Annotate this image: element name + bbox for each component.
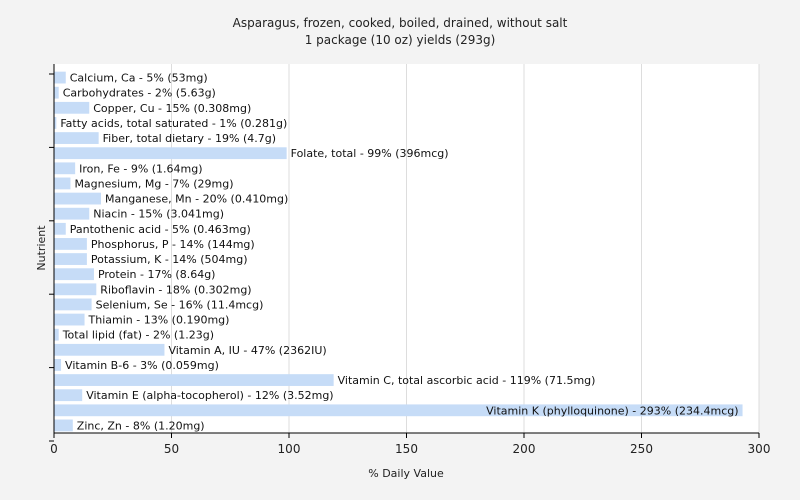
bar-label: Potassium, K - 14% (504mg) xyxy=(91,253,248,266)
chart-title: Asparagus, frozen, cooked, boiled, drain… xyxy=(233,16,568,30)
bar xyxy=(54,238,87,250)
bar xyxy=(54,71,66,84)
bar-label: Carbohydrates - 2% (5.63g) xyxy=(63,87,216,100)
x-tick-label: 50 xyxy=(164,442,179,456)
x-tick-label: 200 xyxy=(513,442,536,456)
bar xyxy=(54,328,59,341)
bar xyxy=(54,343,165,356)
bar-label: Zinc, Zn - 8% (1.20mg) xyxy=(77,419,205,432)
x-axis-label: % Daily Value xyxy=(368,467,444,480)
bar-label: Vitamin K (phylloquinone) - 293% (234.4m… xyxy=(486,404,738,417)
x-tick-label: 100 xyxy=(278,442,301,456)
bar xyxy=(54,389,83,402)
bar xyxy=(54,374,334,386)
bar-label: Thiamin - 13% (0.190mg) xyxy=(88,314,230,327)
bar-label: Niacin - 15% (3.041mg) xyxy=(93,208,224,221)
bar xyxy=(54,192,101,205)
bar xyxy=(54,177,71,190)
bar xyxy=(54,404,743,417)
bar-label: Phosphorus, P - 14% (144mg) xyxy=(91,238,255,251)
bar xyxy=(54,313,85,326)
bars: Calcium, Ca - 5% (53mg) Carbohydrates - 2… xyxy=(54,71,743,432)
bar xyxy=(54,253,87,265)
bar-label: Protein - 17% (8.64g) xyxy=(98,268,216,281)
bar-label: Iron, Fe - 9% (1.64mg) xyxy=(79,162,202,175)
bar-label: Vitamin E (alpha-tocopherol) - 12% (3.52… xyxy=(86,389,333,402)
bar-label: Folate, total - 99% (396mcg) xyxy=(291,147,449,160)
bar xyxy=(54,419,73,432)
x-tick-label: 250 xyxy=(630,442,653,456)
bar-label: Manganese, Mn - 20% (0.410mg) xyxy=(105,193,288,206)
bar-label: Riboflavin - 18% (0.302mg) xyxy=(100,283,251,296)
bar xyxy=(54,298,92,311)
bar xyxy=(54,117,57,129)
bar xyxy=(54,101,90,114)
grid-lines xyxy=(171,64,760,433)
bar-label: Pantothenic acid - 5% (0.463mg) xyxy=(70,223,251,236)
x-tick-label: 300 xyxy=(748,442,771,456)
bar xyxy=(54,207,90,220)
x-tick-label: 0 xyxy=(50,442,58,456)
bar xyxy=(54,132,99,144)
bar-label: Copper, Cu - 15% (0.308mg) xyxy=(93,102,251,115)
bar-label: Selenium, Se - 16% (11.4mcg) xyxy=(96,298,264,311)
chart-subtitle: 1 package (10 oz) yields (293g) xyxy=(305,33,496,47)
bar xyxy=(54,283,97,296)
bar-label: Vitamin C, total ascorbic acid - 119% (7… xyxy=(338,374,596,387)
bar-label: Fiber, total dietary - 19% (4.7g) xyxy=(103,132,276,145)
bar-label: Vitamin B-6 - 3% (0.059mg) xyxy=(65,359,219,372)
bar xyxy=(54,359,62,371)
y-axis-label: Nutrient xyxy=(35,225,48,271)
bar xyxy=(54,147,287,160)
bar xyxy=(54,86,59,99)
x-tick-label: 150 xyxy=(395,442,418,456)
bar-label: Fatty acids, total saturated - 1% (0.281… xyxy=(60,117,287,130)
bar-label: Calcium, Ca - 5% (53mg) xyxy=(70,72,208,85)
bar-label: Magnesium, Mg - 7% (29mg) xyxy=(74,177,233,190)
bar xyxy=(54,162,76,175)
bar-label: Total lipid (fat) - 2% (1.23g) xyxy=(62,329,214,342)
bar xyxy=(54,222,66,235)
axes: 0 50 100 150 200 250 300 xyxy=(49,64,770,456)
bar xyxy=(54,268,94,281)
bar-label: Vitamin A, IU - 47% (2362IU) xyxy=(168,344,326,357)
